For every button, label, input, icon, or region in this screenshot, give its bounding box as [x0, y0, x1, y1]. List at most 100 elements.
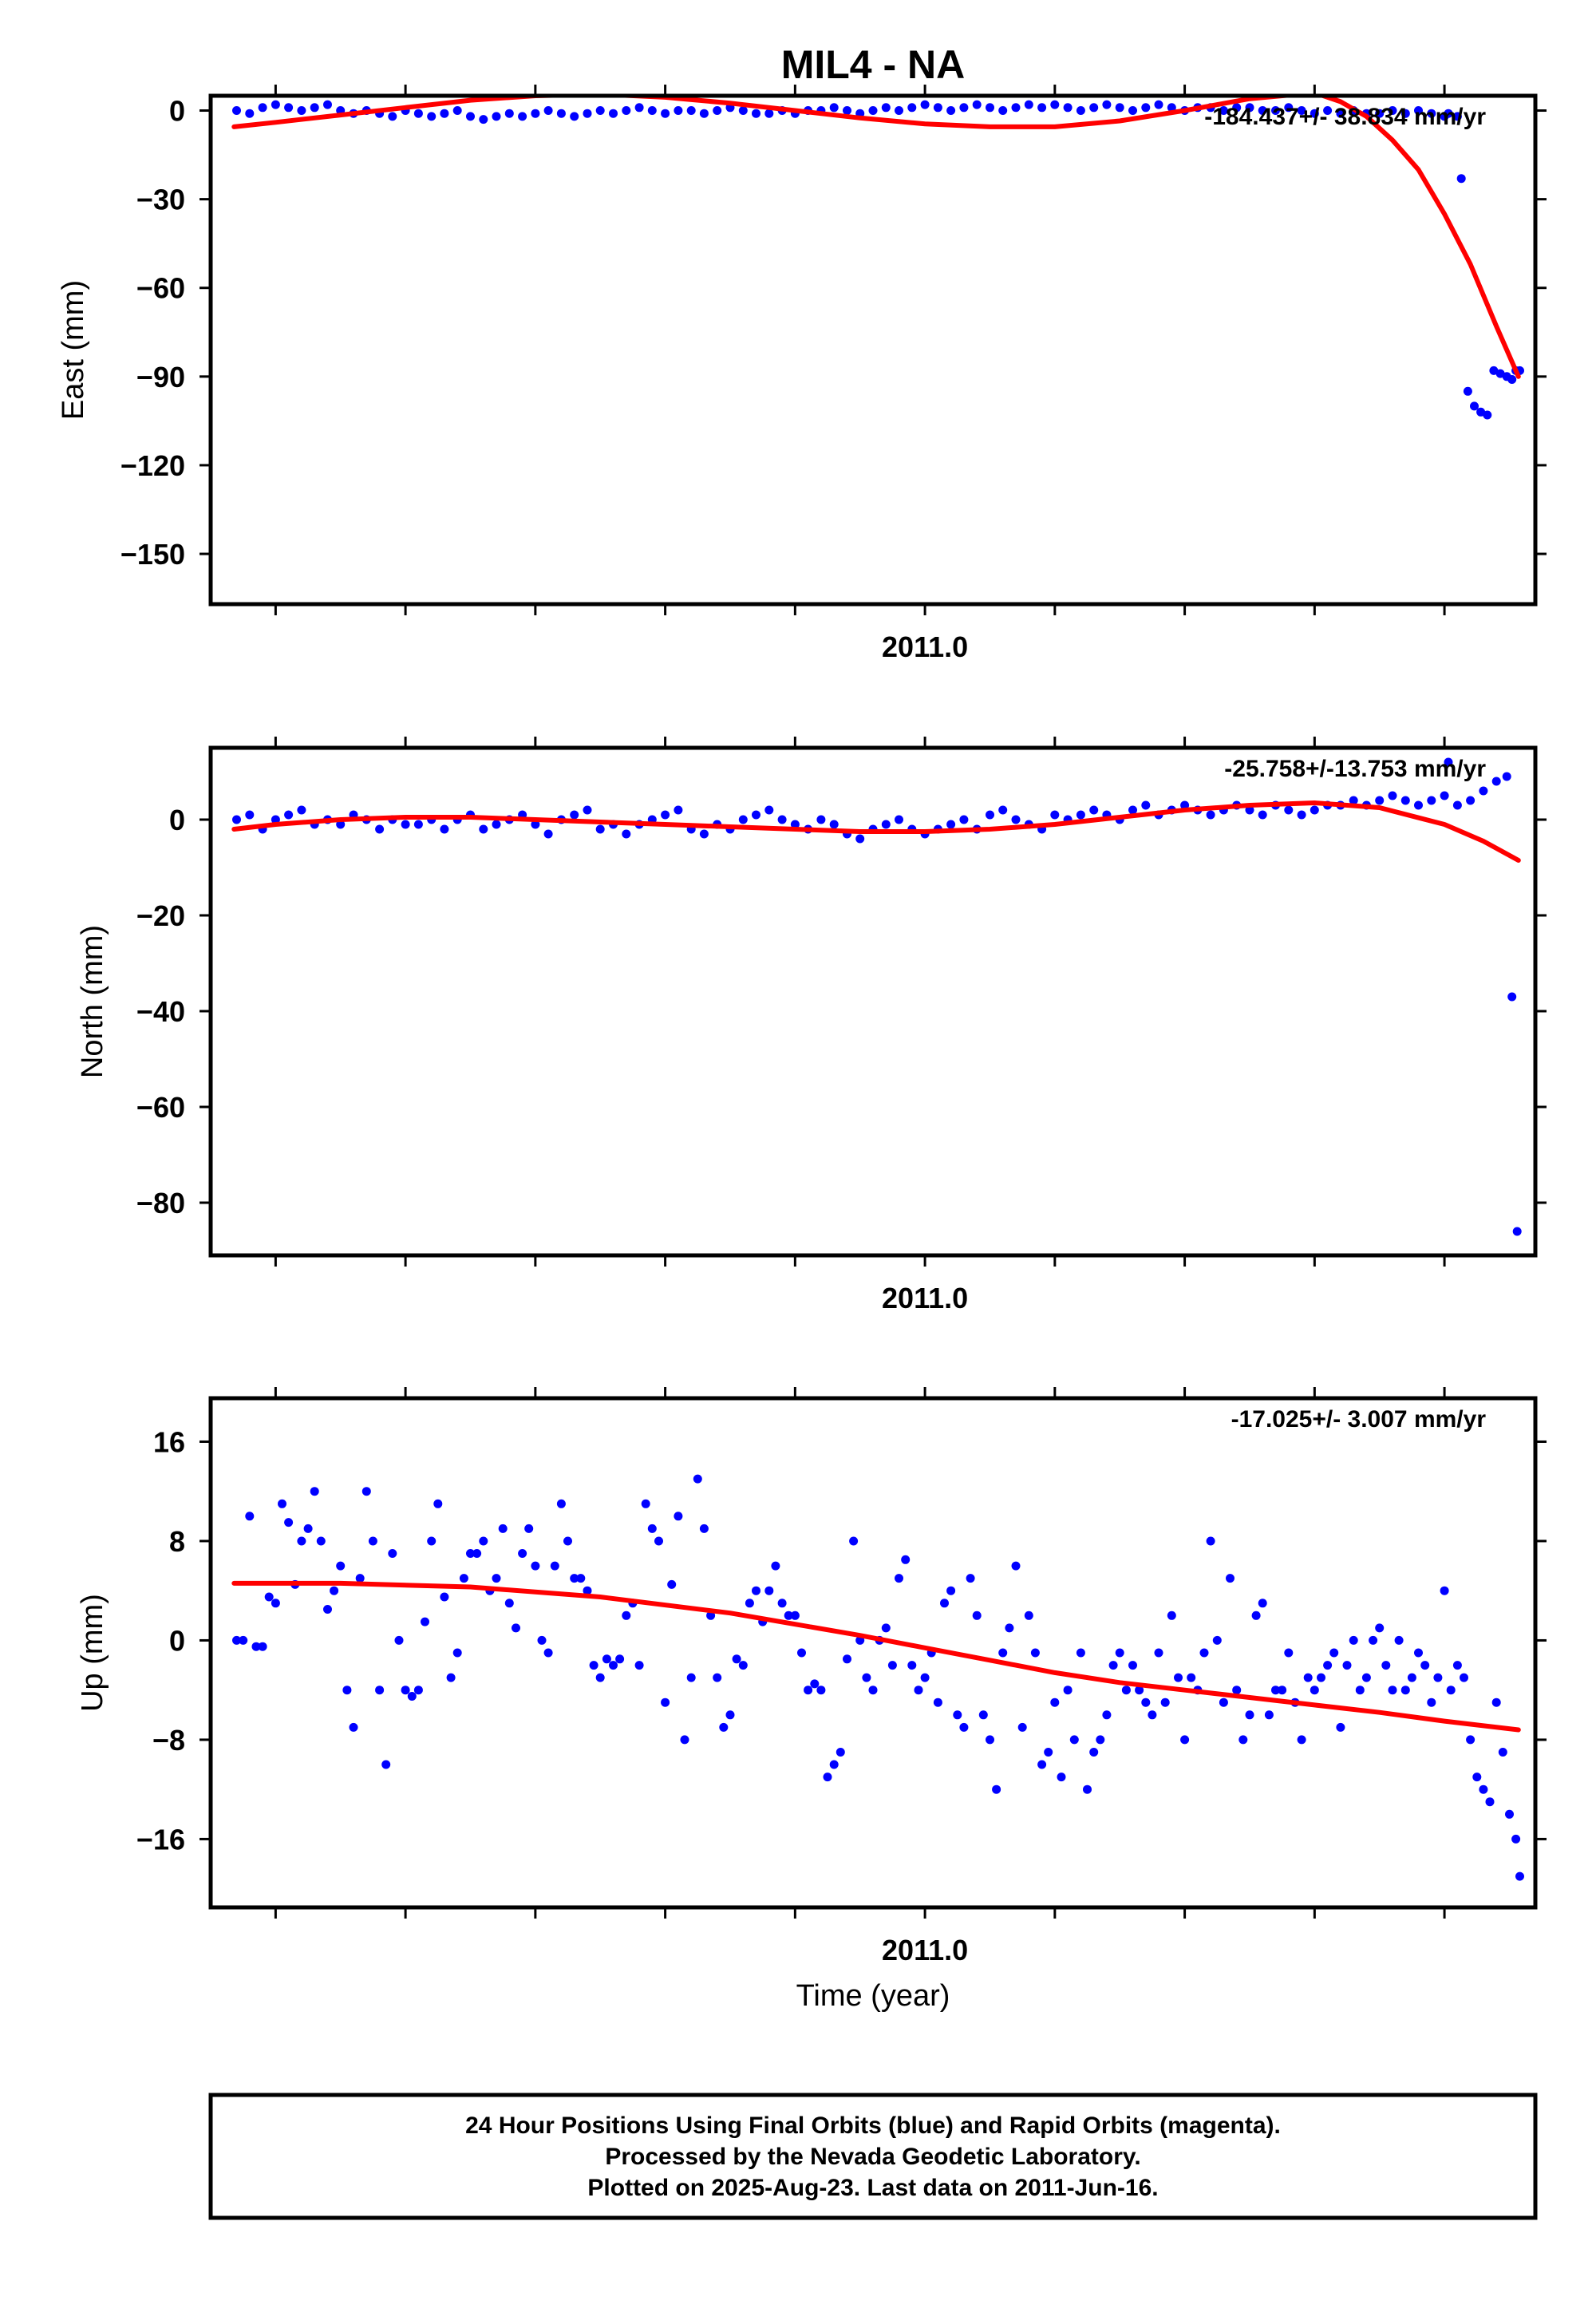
north-point — [622, 829, 631, 839]
east-point — [323, 100, 332, 109]
east-point — [310, 103, 319, 113]
up-point — [946, 1586, 956, 1595]
up-point — [232, 1635, 241, 1645]
north-point — [855, 834, 865, 844]
up-point — [1414, 1648, 1423, 1658]
up-point — [1121, 1686, 1131, 1695]
north-ytick-label: −40 — [136, 995, 185, 1028]
footer-line-2: Processed by the Nevada Geodetic Laborat… — [605, 2144, 1140, 2170]
up-point — [1317, 1673, 1325, 1682]
north-point — [946, 820, 956, 829]
up-point — [732, 1654, 741, 1664]
east-point — [1336, 109, 1345, 118]
up-ytick-label: 0 — [169, 1624, 185, 1657]
up-ytick-label: −16 — [136, 1823, 185, 1856]
north-point — [986, 810, 994, 820]
east-point — [297, 106, 306, 115]
up-point — [804, 1686, 813, 1695]
up-point — [1329, 1648, 1339, 1658]
up-point — [1199, 1648, 1209, 1658]
north-data — [231, 757, 1522, 1236]
figure-title: MIL4 - NA — [781, 42, 966, 87]
east-point — [998, 106, 1008, 115]
east-point — [1323, 106, 1333, 115]
up-point — [355, 1574, 365, 1583]
east-point — [1102, 100, 1112, 109]
north-point — [543, 829, 553, 839]
east-point — [1470, 401, 1479, 411]
up-point — [1420, 1661, 1430, 1670]
up-point — [1297, 1735, 1306, 1745]
north-point — [777, 815, 787, 824]
east-point — [946, 106, 956, 115]
up-point — [615, 1654, 625, 1664]
up-point — [1141, 1697, 1151, 1707]
up-point — [1375, 1623, 1385, 1633]
up-point — [797, 1648, 806, 1658]
up-point — [978, 1710, 988, 1720]
up-point — [278, 1499, 286, 1508]
north-point — [1297, 810, 1306, 820]
north-point — [1349, 796, 1358, 805]
up-point — [1232, 1686, 1242, 1695]
up-point — [336, 1561, 346, 1571]
east-ytick-label: −60 — [136, 272, 185, 305]
up-point — [693, 1474, 702, 1484]
up-point — [1226, 1574, 1235, 1583]
east-rate-label: -184.437+/- 38.834 mm/yr — [1204, 104, 1486, 130]
east-ytick-label: −150 — [120, 538, 185, 571]
up-point — [310, 1487, 319, 1496]
north-point — [413, 820, 423, 829]
east-point — [1089, 103, 1099, 113]
east-point — [1076, 106, 1085, 115]
up-point — [1089, 1748, 1099, 1757]
up-point — [823, 1773, 832, 1782]
up-point — [868, 1686, 878, 1695]
up-ytick-label: 8 — [169, 1525, 185, 1558]
up-point — [667, 1579, 677, 1589]
north-point — [998, 805, 1008, 815]
up-point — [1407, 1673, 1416, 1682]
up-point — [413, 1686, 423, 1695]
up-point — [388, 1549, 397, 1558]
up-point — [349, 1722, 358, 1732]
north-point — [1076, 810, 1085, 820]
up-point — [622, 1611, 631, 1620]
up-point — [959, 1722, 969, 1732]
east-point — [1232, 103, 1242, 113]
east-point — [583, 109, 592, 118]
up-point — [719, 1722, 729, 1732]
east-panel: 0 −30 −60 −90 −120 −150 2011.0 East (mm) -184.43… — [57, 85, 1547, 663]
up-point — [771, 1561, 780, 1571]
up-point — [1005, 1623, 1014, 1633]
north-point — [752, 810, 760, 820]
up-point — [1258, 1599, 1267, 1608]
up-point — [407, 1692, 417, 1701]
up-point — [1108, 1661, 1118, 1670]
north-point — [1089, 805, 1099, 815]
up-point — [563, 1536, 572, 1546]
up-point — [427, 1536, 437, 1546]
up-point — [583, 1586, 592, 1595]
east-point — [986, 103, 994, 113]
north-point — [1466, 796, 1476, 805]
up-point — [1427, 1697, 1436, 1707]
up-point — [1011, 1561, 1021, 1571]
up-point — [504, 1599, 514, 1608]
north-ylabel: North (mm) — [76, 925, 109, 1078]
east-ytick-label: 0 — [169, 95, 185, 128]
up-point — [713, 1673, 722, 1682]
up-point — [239, 1635, 248, 1645]
footer-line-1: 24 Hour Positions Using Final Orbits (bl… — [465, 2112, 1281, 2139]
up-point — [829, 1760, 839, 1769]
north-ytick-label: −60 — [136, 1091, 185, 1124]
up-point — [986, 1735, 994, 1745]
north-point — [1375, 796, 1385, 805]
north-point — [738, 815, 748, 824]
up-point — [303, 1524, 313, 1533]
east-point — [492, 112, 501, 121]
up-point — [1511, 1834, 1521, 1844]
up-point — [1238, 1735, 1248, 1745]
up-point — [433, 1499, 443, 1508]
north-point — [1258, 810, 1267, 820]
